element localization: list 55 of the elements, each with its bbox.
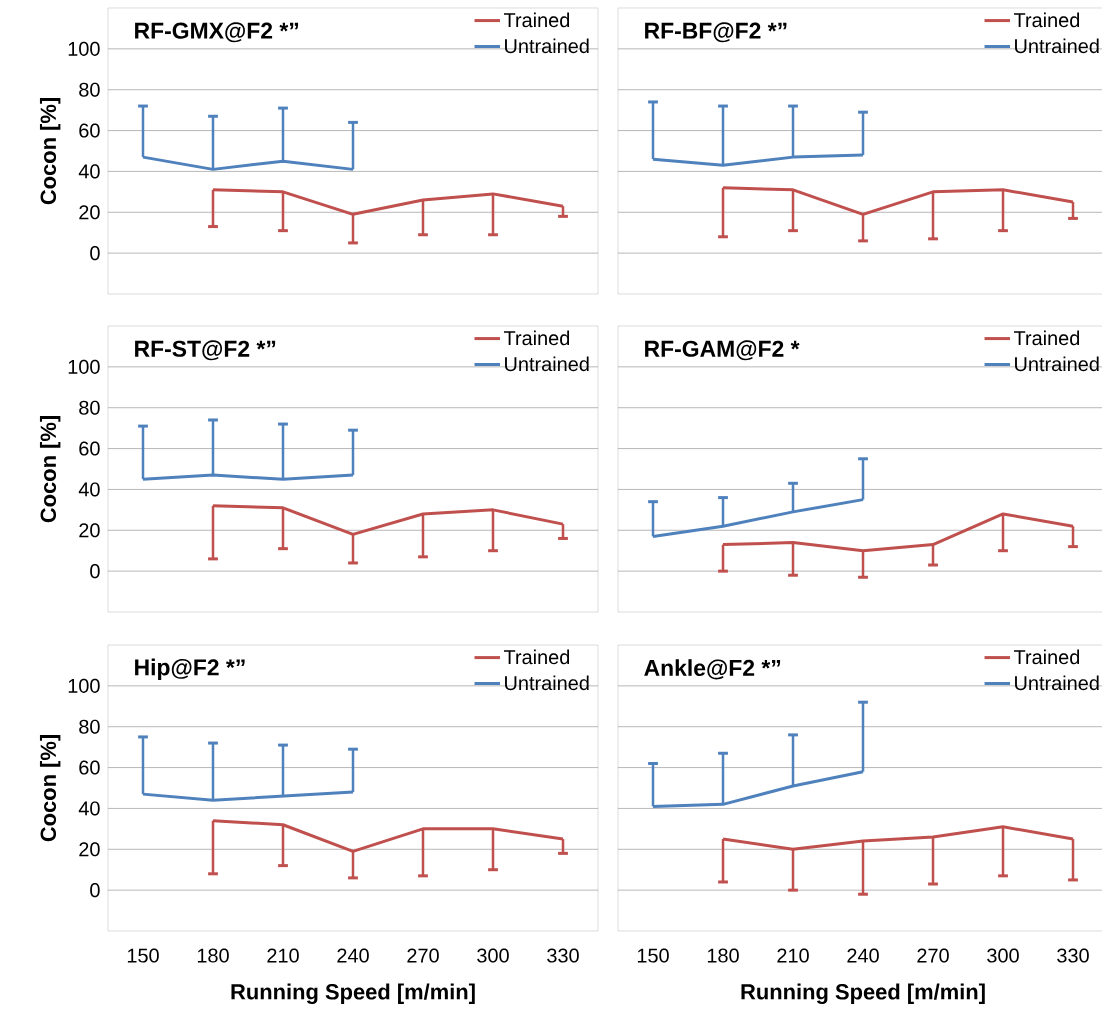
legend-label: Untrained [505, 675, 589, 691]
y-tick-label: 100 [68, 359, 100, 374]
x-tick-label: 180 [707, 948, 739, 963]
x-tick-label: 150 [637, 948, 669, 963]
y-tick-label: 20 [79, 842, 100, 857]
y-tick-label: 80 [79, 719, 100, 734]
x-tick-label: 330 [1057, 948, 1089, 963]
legend-label: Trained [503, 12, 570, 28]
legend-label: Untrained [1015, 675, 1099, 691]
y-tick-label: 40 [78, 482, 100, 497]
y-axis-title: Cocon [%] [39, 98, 61, 205]
y-tick-label: 60 [79, 760, 100, 775]
x-tick-label: 210 [777, 948, 809, 963]
x-tick-label: 180 [197, 948, 229, 963]
text: RF-ST@F2 *” [135, 340, 276, 361]
legend-label: Untrained [505, 356, 589, 372]
y-tick-label: 60 [79, 441, 100, 456]
x-tick-label: 300 [477, 948, 509, 963]
legend-label: Untrained [1015, 38, 1099, 54]
x-tick-label: 210 [267, 948, 299, 963]
legend-label: Trained [503, 649, 570, 665]
y-tick-label: 20 [79, 205, 100, 220]
x-tick-label: 150 [127, 948, 159, 963]
x-axis-title: Running Speed [m/min] [231, 983, 475, 1004]
y-tick-label: 0 [90, 246, 100, 261]
y-tick-label: 0 [90, 883, 100, 898]
text: Ankle@F2 *” [644, 659, 781, 680]
legend-label: Trained [1013, 330, 1080, 346]
y-axis-title: Cocon [%] [39, 735, 61, 842]
text: RF-GMX@F2 *” [135, 22, 299, 43]
x-axis-title: Running Speed [m/min] [741, 983, 985, 1004]
y-tick-label: 0 [90, 564, 100, 579]
y-tick-label: 80 [79, 82, 100, 97]
x-tick-label: 330 [547, 948, 579, 963]
y-tick-label: 40 [78, 801, 100, 816]
legend-label: Untrained [505, 38, 589, 54]
x-tick-label: 240 [847, 948, 879, 963]
x-tick-label: 240 [337, 948, 369, 963]
y-axis-title: Cocon [%] [39, 416, 61, 523]
legend-label: Untrained [1015, 356, 1099, 372]
y-tick-label: 100 [68, 41, 100, 56]
x-tick-label: 300 [987, 948, 1019, 963]
text: Hip@F2 *” [135, 658, 245, 680]
y-tick-label: 40 [78, 164, 100, 179]
y-tick-label: 80 [79, 400, 100, 415]
y-tick-label: 100 [68, 678, 100, 693]
text: RF-BF@F2 *” [645, 22, 787, 43]
y-tick-label: 20 [79, 523, 100, 538]
y-tick-label: 60 [79, 123, 100, 138]
legend-label: Trained [503, 330, 570, 346]
x-tick-label: 270 [407, 948, 439, 963]
legend-label: Trained [1013, 12, 1080, 28]
text: RF-GAM@F2 * [645, 340, 800, 361]
legend-label: Trained [1013, 649, 1080, 665]
x-tick-label: 270 [917, 948, 949, 963]
